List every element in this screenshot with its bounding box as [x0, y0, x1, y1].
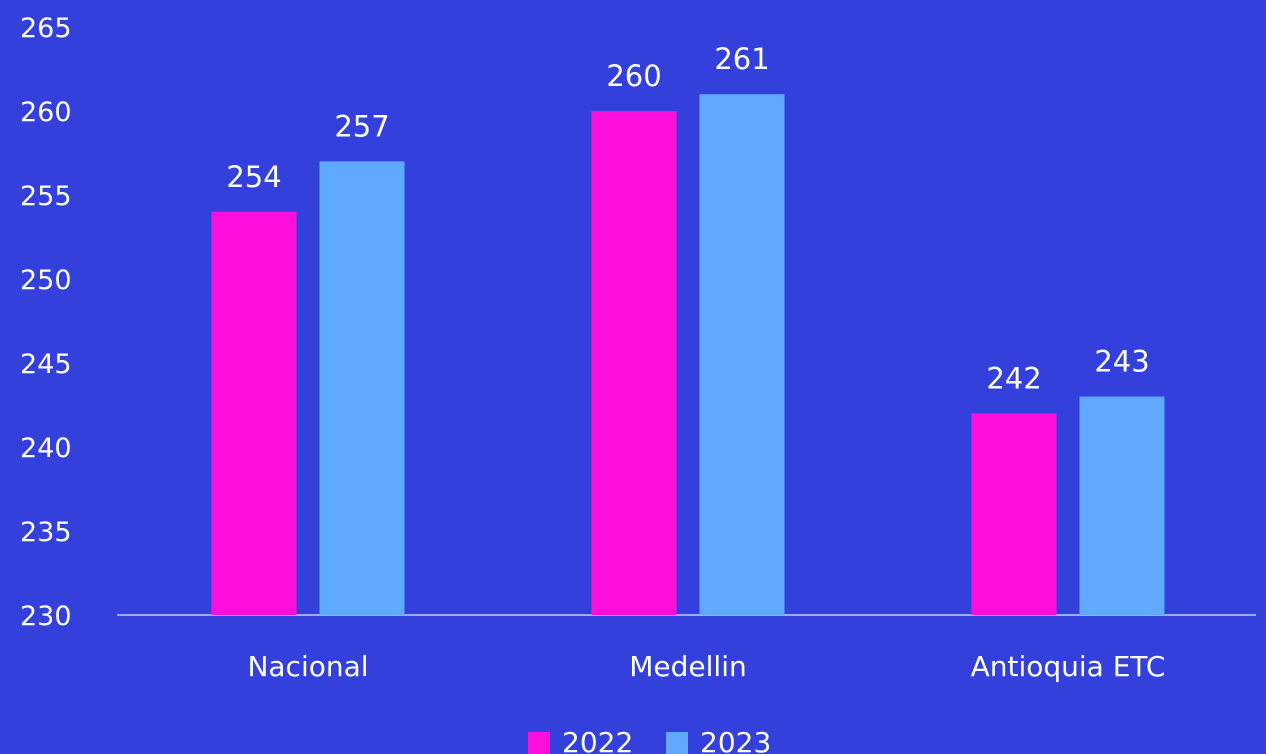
data-label: 254 — [226, 160, 281, 194]
y-tick-label: 235 — [20, 517, 72, 548]
data-label: 242 — [986, 361, 1041, 395]
bar-2023-2 — [1079, 396, 1165, 615]
y-tick-label: 245 — [20, 349, 72, 380]
y-tick-label: 265 — [20, 13, 72, 44]
bar-2022-2 — [971, 413, 1057, 615]
bar-2022-0 — [211, 211, 297, 616]
legend-swatch-2022 — [528, 732, 550, 754]
x-category-label: Nacional — [247, 650, 368, 683]
data-label: 260 — [606, 59, 661, 93]
y-tick-label: 260 — [20, 97, 72, 128]
bar-2022-1 — [591, 111, 677, 615]
y-tick-label: 255 — [20, 181, 72, 212]
data-label: 243 — [1094, 345, 1149, 379]
x-category-label: Antioquia ETC — [971, 650, 1166, 683]
legend-swatch-2023 — [666, 732, 688, 754]
legend-label: 2022 — [562, 726, 633, 754]
legend-label: 2023 — [700, 726, 771, 754]
bar-2023-0 — [319, 161, 405, 615]
bar-2023-1 — [699, 94, 785, 615]
data-label: 257 — [334, 109, 389, 143]
y-tick-label: 240 — [20, 433, 72, 464]
y-tick-label: 250 — [20, 265, 72, 296]
x-category-label: Medellin — [629, 650, 746, 683]
data-label: 261 — [714, 42, 769, 76]
y-tick-label: 230 — [20, 601, 72, 632]
